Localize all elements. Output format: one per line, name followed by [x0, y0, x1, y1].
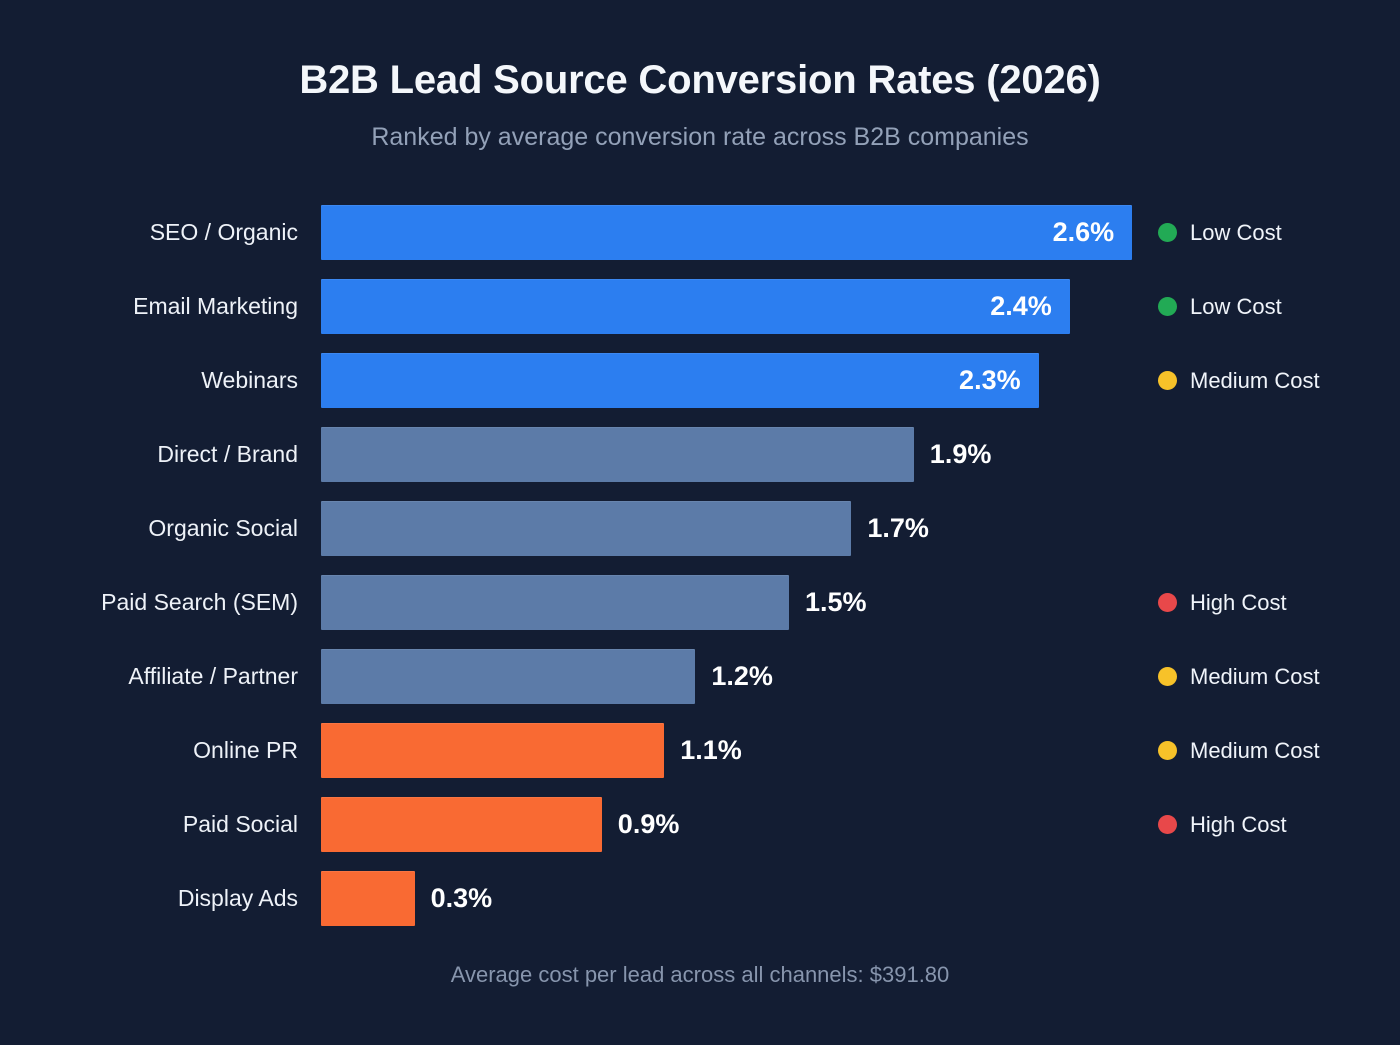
cost-badge: Medium Cost	[1158, 353, 1320, 408]
bar-value-label: 2.3%	[959, 365, 1021, 395]
bar[interactable]	[321, 723, 665, 778]
bar-row: Affiliate / Partner 1.2% Medium Cost	[0, 649, 1400, 723]
bar-category-label: Display Ads	[177, 885, 298, 911]
bar-value-label: 1.2%	[711, 661, 773, 691]
bar[interactable]	[321, 501, 852, 556]
bar-track: 1.9%	[321, 427, 1400, 482]
bar-category-label: Organic Social	[148, 515, 298, 541]
bar[interactable]	[321, 205, 1133, 260]
bar[interactable]	[321, 427, 914, 482]
bar-category-label: Paid Search (SEM)	[101, 589, 298, 615]
bar-chart-plot: SEO / Organic 2.6% Low Cost Email Marketing…	[0, 205, 1400, 926]
status-dot-icon	[1158, 667, 1177, 686]
bar-category-label: Paid Social	[182, 811, 298, 837]
bar-category-label: Affiliate / Partner	[128, 663, 298, 689]
cost-badge: High Cost	[1158, 797, 1287, 852]
cost-badge-label: Low Cost	[1190, 219, 1282, 245]
status-dot-icon	[1158, 297, 1177, 316]
bar-category-label: Direct / Brand	[157, 441, 298, 467]
bar-row: Paid Search (SEM) 1.5% High Cost	[0, 575, 1400, 649]
chart-header: B2B Lead Source Conversion Rates (2026) …	[0, 0, 1400, 152]
bar[interactable]	[321, 353, 1039, 408]
bar-category-label: Webinars	[201, 367, 298, 393]
bar-row: SEO / Organic 2.6% Low Cost	[0, 205, 1400, 279]
bar-row: Webinars 2.3% Medium Cost	[0, 353, 1400, 427]
bar-category-label: Email Marketing	[133, 293, 298, 319]
cost-badge-label: High Cost	[1190, 589, 1287, 615]
cost-badge-label: Medium Cost	[1190, 663, 1320, 689]
bar-row: Online PR 1.1% Medium Cost	[0, 723, 1400, 797]
cost-badge: Medium Cost	[1158, 649, 1320, 704]
bar-track: 1.5%	[321, 575, 1400, 630]
bar[interactable]	[321, 575, 789, 630]
bar[interactable]	[321, 871, 415, 926]
bar-value-label: 2.4%	[990, 291, 1052, 321]
page-subtitle: Ranked by average conversion rate across…	[371, 123, 1029, 151]
bar-value-label: 1.5%	[805, 587, 867, 617]
status-dot-icon	[1158, 371, 1177, 390]
status-dot-icon	[1158, 741, 1177, 760]
bar[interactable]	[321, 649, 696, 704]
bar-value-label: 0.9%	[617, 809, 680, 839]
bar-value-label: 1.9%	[929, 439, 992, 469]
bar[interactable]	[321, 797, 602, 852]
footer-note: Average cost per lead across all channel…	[450, 962, 950, 987]
bar-row: Direct / Brand 1.9%	[0, 427, 1400, 501]
bar-value-label: 0.3%	[430, 883, 493, 913]
bar-track: 1.1%	[321, 723, 1400, 778]
bar-track: 2.4%	[321, 279, 1400, 334]
status-dot-icon	[1158, 593, 1177, 612]
bar-value-label: 2.6%	[1052, 217, 1115, 247]
cost-badge: High Cost	[1158, 575, 1287, 630]
bar-track: 1.2%	[321, 649, 1400, 704]
bar-row: Email Marketing 2.4% Low Cost	[0, 279, 1400, 353]
bar-category-label: SEO / Organic	[149, 219, 298, 245]
cost-badge-label: High Cost	[1190, 811, 1287, 837]
cost-badge: Low Cost	[1158, 279, 1282, 334]
bar-track: 2.3%	[321, 353, 1400, 408]
bar-value-label: 1.1%	[680, 735, 742, 765]
status-dot-icon	[1158, 815, 1177, 834]
bar-track: 0.9%	[321, 797, 1400, 852]
cost-badge: Low Cost	[1158, 205, 1282, 260]
bar[interactable]	[321, 279, 1070, 334]
bar-track: 0.3%	[321, 871, 1400, 926]
cost-badge-label: Medium Cost	[1190, 737, 1320, 763]
bar-row: Paid Social 0.9% High Cost	[0, 797, 1400, 871]
bar-track: 1.7%	[321, 501, 1400, 556]
bar-category-label: Online PR	[193, 737, 298, 763]
cost-badge-label: Low Cost	[1190, 293, 1282, 319]
bar-row: Display Ads 0.3%	[0, 871, 1400, 945]
cost-badge: Medium Cost	[1158, 723, 1320, 778]
cost-badge-label: Medium Cost	[1190, 367, 1320, 393]
status-dot-icon	[1158, 223, 1177, 242]
page-title: B2B Lead Source Conversion Rates (2026)	[299, 58, 1101, 102]
bar-track: 2.6%	[321, 205, 1400, 260]
bar-row: Organic Social 1.7%	[0, 501, 1400, 575]
bar-value-label: 1.7%	[867, 513, 929, 543]
